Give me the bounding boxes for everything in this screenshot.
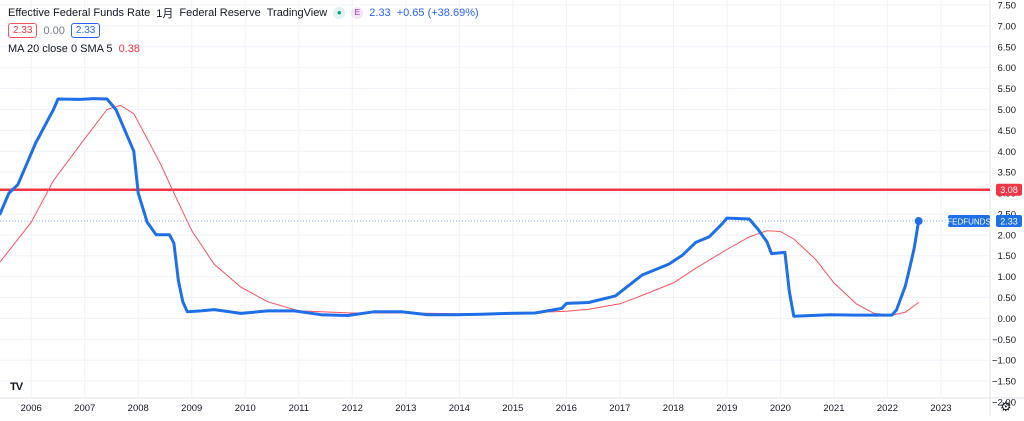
platform-label: TradingView: [266, 6, 328, 19]
x-tick-label: 2021: [823, 403, 844, 414]
y-tick-label: 3.50: [998, 168, 1017, 179]
x-tick-label: 2007: [74, 403, 95, 414]
y-tick-label: −1.00: [992, 356, 1016, 367]
series-name-tag: [948, 215, 990, 228]
indicator-legend: MA 20 close 0 SMA 5 0.38: [8, 41, 485, 56]
x-tick-label: 2011: [289, 403, 309, 414]
x-tick-label: 2017: [609, 403, 630, 414]
x-tick-label: 2015: [502, 403, 523, 414]
y-tick-label: −0.50: [992, 335, 1016, 346]
y-tick-label: 6.50: [998, 42, 1017, 53]
interval-label[interactable]: 1月: [156, 7, 174, 20]
x-tick-label: 2022: [877, 403, 898, 414]
chart-legend: Effective Federal Funds Rate 1月 Federal …: [8, 5, 485, 59]
y-tick-label: −2.00: [992, 398, 1016, 409]
y-tick-label: 6.00: [998, 63, 1017, 74]
y-tick-label: 0.00: [998, 314, 1017, 325]
x-tick-label: 2006: [21, 403, 42, 414]
x-tick-label: 2008: [128, 403, 149, 414]
tradingview-logo[interactable]: TV: [10, 381, 23, 393]
x-tick-label: 2023: [930, 403, 951, 414]
legend-trade-row: 2.33 0.00 2.33: [8, 23, 485, 38]
y-tick-label: 7.00: [998, 21, 1017, 32]
indicator-label[interactable]: MA 20 close 0 SMA 5: [8, 42, 113, 55]
x-tick-label: 2013: [395, 403, 416, 414]
y-tick-label: 1.00: [998, 272, 1017, 283]
x-tick-label: 2019: [716, 403, 737, 414]
series-line-fedfunds: [0, 97, 921, 318]
last-price-tag: [996, 215, 1022, 228]
circle-dot-icon: ●: [333, 6, 346, 19]
y-tick-label: 2.50: [998, 209, 1017, 220]
y-tick-label: 1.50: [998, 251, 1017, 262]
x-tick-label: 2020: [770, 403, 791, 414]
x-tick-label: 2009: [181, 403, 202, 414]
hline-price-label: 3.08: [1000, 185, 1018, 195]
y-tick-label: 4.50: [998, 126, 1017, 137]
buy-button[interactable]: 2.33: [70, 23, 101, 38]
source-label: Federal Reserve: [179, 6, 261, 19]
y-tick-label: 2.00: [998, 230, 1017, 241]
y-tick-label: 4.00: [998, 147, 1017, 158]
x-tick-label: 2012: [342, 403, 363, 414]
legend-header: Effective Federal Funds Rate 1月 Federal …: [8, 5, 485, 20]
x-tick-label: 2014: [449, 403, 470, 414]
y-tick-label: 0.50: [998, 293, 1017, 304]
hline-price-tag: [996, 183, 1022, 196]
x-tick-label: 2010: [235, 403, 256, 414]
symbol-title[interactable]: Effective Federal Funds Rate: [8, 6, 151, 19]
y-tick-label: −1.50: [992, 377, 1016, 388]
y-tick-label: 5.50: [998, 84, 1017, 95]
y-tick-label: 5.00: [998, 105, 1017, 116]
last-price-label: 2.33: [1000, 217, 1018, 227]
last-value: 2.33: [369, 6, 391, 19]
change-value: +0.65 (+38.69%): [396, 6, 479, 19]
last-point-marker: [914, 217, 923, 226]
spread-value: 0.00: [43, 24, 65, 37]
sell-button[interactable]: 2.33: [8, 23, 38, 38]
x-tick-label: 2018: [663, 403, 684, 414]
y-tick-label: 7.50: [998, 1, 1017, 12]
e-badge-icon[interactable]: E: [351, 6, 364, 19]
indicator-value: 0.38: [118, 42, 140, 55]
series-name-label: FEDFUNDS: [947, 218, 991, 227]
gear-icon[interactable]: ⚙: [1000, 399, 1012, 414]
x-tick-label: 2016: [556, 403, 577, 414]
